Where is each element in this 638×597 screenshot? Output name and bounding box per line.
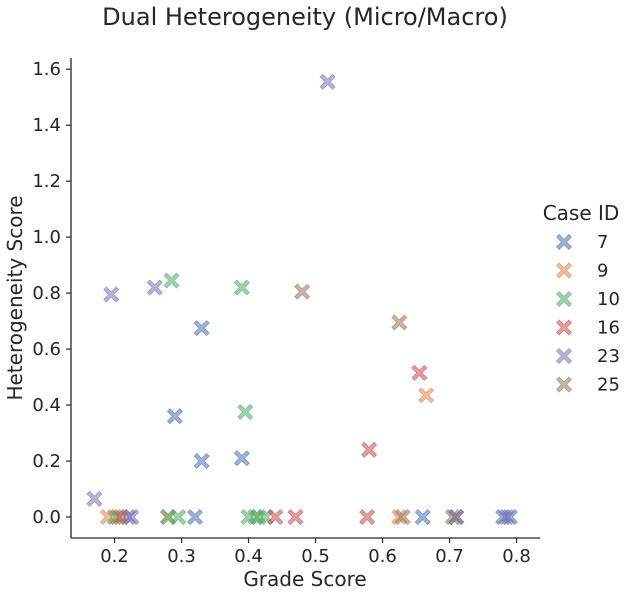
x-tick-label: 0.2 <box>100 546 129 567</box>
data-point-case-25 <box>394 508 411 526</box>
legend-marker <box>555 376 573 393</box>
data-points <box>86 73 518 526</box>
x-tick-label: 0.4 <box>234 546 263 567</box>
data-point-case-7 <box>193 452 210 470</box>
data-point-case-7 <box>233 450 250 467</box>
y-axis-label: Heterogeneity Score <box>3 195 27 400</box>
data-point-case-7 <box>193 320 210 337</box>
data-point-case-23 <box>123 508 140 526</box>
data-point-case-7 <box>166 408 183 425</box>
y-ticks: 0.0 0.2 0.4 0.6 0.8 1.0 1.2 1.4 1.6 <box>32 59 71 528</box>
y-tick-label: 1.2 <box>32 171 61 192</box>
y-tick-label: 1.0 <box>32 227 61 248</box>
data-point-case-7 <box>414 508 431 526</box>
y-tick-label: 0.2 <box>32 451 61 472</box>
y-tick-label: 0.6 <box>32 339 61 360</box>
legend-label: 25 <box>597 375 620 396</box>
legend-label: 23 <box>597 346 620 367</box>
data-point-case-23 <box>146 279 163 296</box>
data-point-case-23 <box>86 490 103 507</box>
x-tick-label: 0.7 <box>435 546 464 567</box>
x-tick-label: 0.8 <box>502 546 531 567</box>
data-point-case-10 <box>170 508 187 526</box>
y-tick-label: 0.4 <box>32 395 61 416</box>
data-point-case-9 <box>418 387 435 404</box>
x-tick-label: 0.6 <box>368 546 397 567</box>
data-point-case-10 <box>233 279 250 296</box>
data-point-case-10 <box>237 403 254 421</box>
data-point-case-16 <box>267 508 284 526</box>
legend-label: 9 <box>597 261 608 282</box>
legend-title: Case ID <box>543 201 620 225</box>
y-tick-label: 1.4 <box>32 115 61 136</box>
data-point-case-16 <box>287 508 304 526</box>
y-tick-label: 1.6 <box>32 59 61 80</box>
legend-marker <box>555 319 573 336</box>
data-point-case-16 <box>361 441 378 458</box>
data-point-case-16 <box>411 364 428 381</box>
data-point-case-7 <box>186 508 204 526</box>
legend-label: 10 <box>597 289 620 310</box>
chart-title: Dual Heterogeneity (Micro/Macro) <box>102 3 508 31</box>
legend-marker <box>555 262 573 279</box>
data-point-case-16 <box>359 508 376 526</box>
legend: Case ID 7 9 10 16 23 25 <box>543 201 620 396</box>
x-axis-label: Grade Score <box>243 567 366 591</box>
x-tick-label: 0.5 <box>301 546 330 567</box>
x-ticks: 0.2 0.3 0.4 0.5 0.6 0.7 0.8 <box>100 538 531 567</box>
legend-marker <box>555 290 573 308</box>
legend-marker <box>555 347 573 365</box>
data-point-case-25 <box>444 508 461 526</box>
data-point-case-23 <box>103 286 120 303</box>
data-point-case-23 <box>498 508 515 526</box>
x-tick-label: 0.3 <box>167 546 196 567</box>
legend-label: 7 <box>597 232 608 253</box>
data-point-case-23 <box>319 73 336 90</box>
data-point-case-25 <box>294 283 311 300</box>
data-point-case-10 <box>163 272 180 289</box>
axes <box>70 58 540 539</box>
y-tick-label: 0.8 <box>32 283 61 304</box>
legend-label: 16 <box>597 318 620 339</box>
y-tick-label: 0.0 <box>32 507 61 528</box>
data-point-case-25 <box>391 314 408 331</box>
legend-marker <box>555 233 573 251</box>
